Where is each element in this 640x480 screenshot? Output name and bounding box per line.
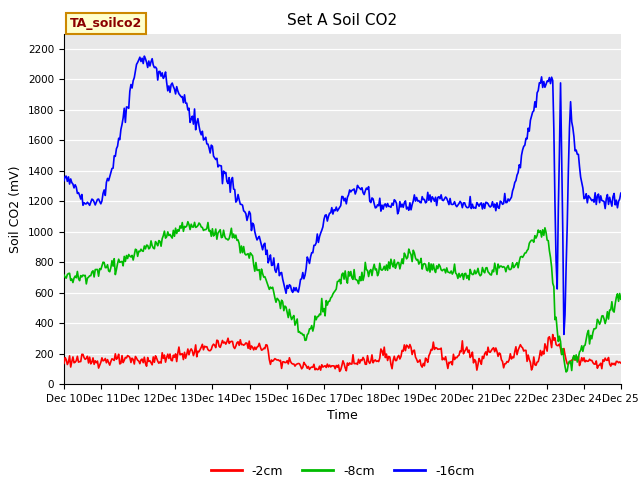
X-axis label: Time: Time xyxy=(327,409,358,422)
Title: Set A Soil CO2: Set A Soil CO2 xyxy=(287,13,397,28)
Text: TA_soilco2: TA_soilco2 xyxy=(70,17,142,30)
Y-axis label: Soil CO2 (mV): Soil CO2 (mV) xyxy=(10,165,22,252)
Legend: -2cm, -8cm, -16cm: -2cm, -8cm, -16cm xyxy=(205,460,479,480)
